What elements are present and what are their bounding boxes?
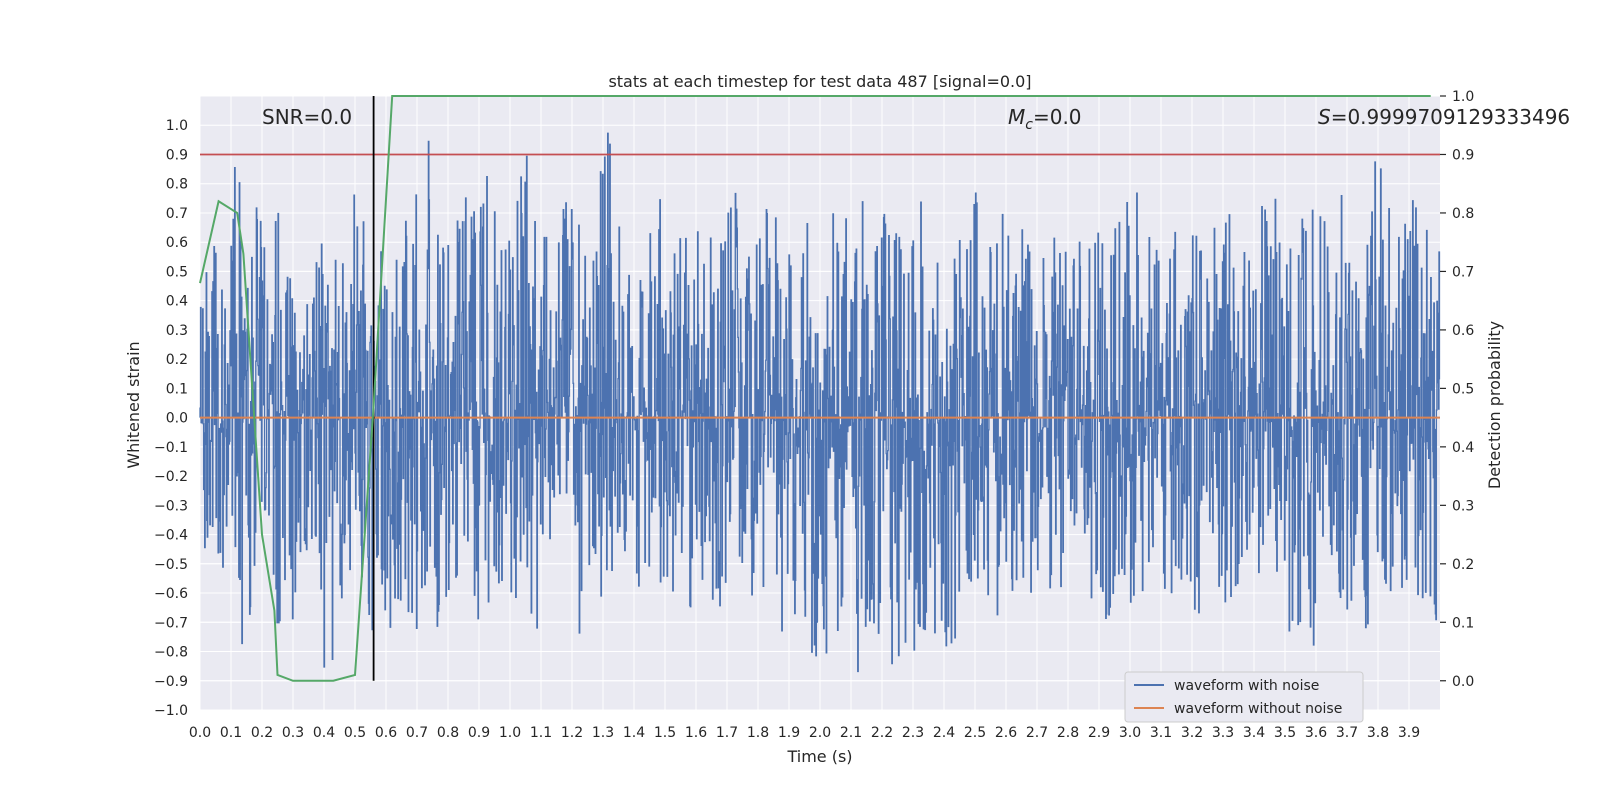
y2-tick-label: 0.9: [1452, 147, 1474, 163]
y-tick-label: −1.0: [154, 703, 188, 719]
y2-tick-label: 0.5: [1452, 381, 1474, 397]
y-tick-label: −0.7: [154, 615, 188, 631]
x-tick-label: 3.3: [1212, 725, 1234, 741]
y-tick-label: 0.0: [166, 411, 188, 427]
y-tick-label: −0.3: [154, 498, 188, 514]
snr-annotation: SNR=0.0: [262, 105, 352, 129]
x-tick-label: 0.7: [406, 725, 428, 741]
x-tick-label: 0.3: [282, 725, 304, 741]
legend: waveform with noise waveform without noi…: [1124, 671, 1364, 723]
y-tick-label: −0.8: [154, 645, 188, 661]
x-axis-label: Time (s): [786, 747, 852, 766]
x-tick-label: 3.7: [1336, 725, 1358, 741]
x-tick-label: 0.4: [313, 725, 335, 741]
x-tick-label: 1.4: [623, 725, 645, 741]
x-tick-label: 0.9: [468, 725, 490, 741]
x-tick-label: 3.5: [1274, 725, 1296, 741]
x-tick-label: 3.9: [1398, 725, 1420, 741]
x-tick-label: 2.7: [1026, 725, 1048, 741]
x-tick-label: 3.4: [1243, 725, 1265, 741]
y2-axis-ticks: 0.0 0.1 0.2 0.3 0.4 0.5 0.6 0.7 0.8 0.9 1.0: [1440, 89, 1474, 690]
y-tick-label: −0.6: [154, 586, 188, 602]
y2-axis-label: Detection probability: [1485, 321, 1504, 489]
x-tick-label: 1.9: [778, 725, 800, 741]
x-tick-label: 1.3: [592, 725, 614, 741]
y-tick-label: −0.4: [154, 528, 188, 544]
y-tick-label: −0.2: [154, 469, 188, 485]
y-tick-label: 0.5: [166, 264, 188, 280]
x-tick-label: 2.5: [964, 725, 986, 741]
y-tick-label: 0.6: [166, 235, 188, 251]
mc-annotation: Mc=0.0: [1008, 105, 1082, 133]
x-tick-label: 1.0: [499, 725, 521, 741]
x-tick-label: 2.4: [933, 725, 955, 741]
y2-tick-label: 0.4: [1452, 440, 1474, 456]
waveform-with-noise-line: [199, 132, 1441, 673]
y2-tick-label: 0.1: [1452, 615, 1474, 631]
s-value: =0.9999709129333496: [1331, 105, 1570, 129]
y2-tick-label: 0.7: [1452, 264, 1474, 280]
x-tick-label: 0.6: [375, 725, 397, 741]
x-tick-label: 1.1: [530, 725, 552, 741]
y-tick-label: −0.9: [154, 674, 188, 690]
mc-symbol: M: [1008, 105, 1025, 129]
x-tick-label: 2.8: [1057, 725, 1079, 741]
legend-label-clean: waveform without noise: [1174, 701, 1342, 717]
x-tick-label: 3.2: [1181, 725, 1203, 741]
y-tick-label: 0.3: [166, 323, 188, 339]
x-tick-label: 1.5: [654, 725, 676, 741]
y-tick-label: −0.1: [154, 440, 188, 456]
y2-tick-label: 1.0: [1452, 89, 1474, 105]
x-tick-label: 3.6: [1305, 725, 1327, 741]
x-tick-label: 1.7: [716, 725, 738, 741]
line-series: [199, 95, 1440, 682]
y-tick-label: 0.4: [166, 294, 188, 310]
noise-series: [199, 132, 1441, 673]
x-tick-label: 2.2: [871, 725, 893, 741]
x-tick-label: 0.1: [220, 725, 242, 741]
x-tick-label: 3.1: [1150, 725, 1172, 741]
y2-tick-label: 0.0: [1452, 674, 1474, 690]
x-tick-label: 0.8: [437, 725, 459, 741]
y-tick-label: 0.9: [166, 147, 188, 163]
y2-tick-label: 0.8: [1452, 206, 1474, 222]
x-tick-label: 1.6: [685, 725, 707, 741]
x-tick-label: 1.2: [561, 725, 583, 741]
y2-tick-label: 0.3: [1452, 498, 1474, 514]
x-tick-label: 1.8: [747, 725, 769, 741]
legend-label-noise: waveform with noise: [1174, 678, 1319, 694]
mc-subscript: c: [1025, 117, 1033, 133]
s-annotation: S=0.9999709129333496: [1318, 105, 1570, 129]
x-tick-label: 2.0: [809, 725, 831, 741]
y-tick-label: 0.2: [166, 352, 188, 368]
legend-box: [1124, 671, 1364, 723]
y-tick-label: 0.7: [166, 206, 188, 222]
detection-probability-line: [199, 95, 1431, 682]
x-tick-label: 0.0: [189, 725, 211, 741]
chart-title: stats at each timestep for test data 487…: [608, 72, 1031, 91]
y-tick-label: 1.0: [166, 118, 188, 134]
x-tick-label: 3.0: [1119, 725, 1141, 741]
y2-tick-label: 0.2: [1452, 557, 1474, 573]
s-symbol: S: [1318, 105, 1331, 129]
x-tick-label: 2.6: [995, 725, 1017, 741]
x-tick-label: 0.2: [251, 725, 273, 741]
y-tick-label: 0.1: [166, 381, 188, 397]
x-tick-label: 2.3: [902, 725, 924, 741]
x-tick-label: 2.9: [1088, 725, 1110, 741]
x-axis-ticks: 0.0 0.1 0.2 0.3 0.4 0.5 0.6 0.7 0.8 0.9 1.0 1.1 1.2 1…: [189, 725, 1420, 741]
y-tick-label: −0.5: [154, 557, 188, 573]
y2-tick-label: 0.6: [1452, 323, 1474, 339]
y-tick-label: 0.8: [166, 177, 188, 193]
y-axis-label: Whitened strain: [124, 341, 143, 468]
x-tick-label: 2.1: [840, 725, 862, 741]
mc-value: =0.0: [1033, 105, 1082, 129]
x-tick-label: 3.8: [1367, 725, 1389, 741]
x-tick-label: 0.5: [344, 725, 366, 741]
y-axis-ticks: −1.0 −0.9 −0.8 −0.7 −0.6 −0.5 −0.4 −0.3 −0.2 −0.1…: [154, 118, 188, 719]
